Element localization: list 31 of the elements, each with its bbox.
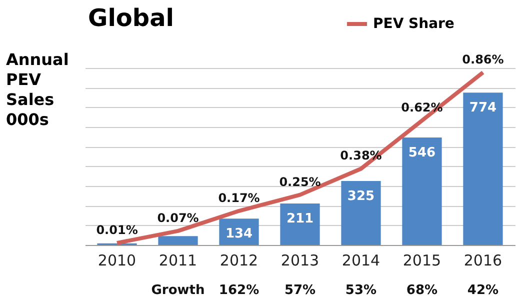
- bar: [463, 92, 503, 245]
- x-tick-label: 2014: [342, 252, 380, 270]
- x-tick-label: 2011: [158, 252, 198, 270]
- legend-label: PEV Share: [373, 16, 454, 32]
- data-label: 546: [408, 146, 436, 161]
- data-label: 0.01%: [96, 222, 138, 237]
- y-axis-title: Annual PEV Sales 000s: [6, 50, 70, 130]
- data-label: 0.25%: [279, 174, 321, 189]
- chart-title: Global: [88, 4, 174, 32]
- data-label: 134: [225, 226, 253, 242]
- bar: [280, 203, 320, 245]
- bar: [341, 181, 381, 245]
- data-label: 0.86%: [462, 52, 504, 66]
- x-tick-label: 2015: [402, 252, 442, 270]
- bar: [158, 236, 198, 245]
- data-label: 325: [347, 189, 375, 204]
- data-label: 211: [286, 211, 314, 226]
- data-label: 0.07%: [157, 210, 199, 225]
- data-label: 0.17%: [218, 190, 260, 205]
- x-tick-label: 2016: [464, 252, 502, 270]
- bar: [402, 138, 442, 245]
- x-tick-label: 2010: [98, 252, 136, 270]
- x-tick-label: 2013: [280, 252, 320, 270]
- text: 57%: [284, 283, 316, 298]
- text: 162%: [218, 283, 260, 298]
- text: 42%: [467, 283, 499, 298]
- text: 68%: [406, 283, 438, 298]
- data-label: 774: [469, 100, 497, 116]
- x-tick-label: 2012: [220, 252, 258, 270]
- text: Growth: [151, 283, 205, 298]
- text: 53%: [345, 283, 377, 298]
